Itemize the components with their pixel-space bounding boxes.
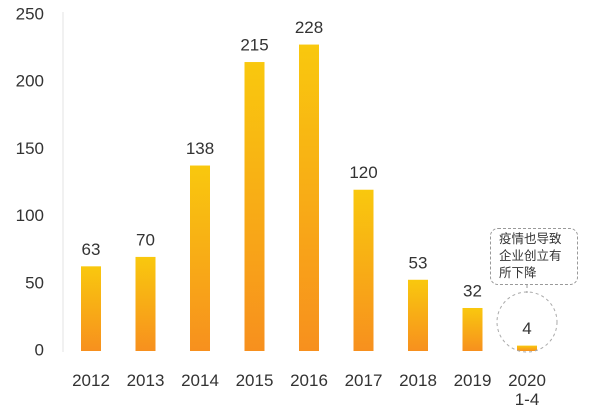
x-tick-label: 2013 [126,371,165,390]
value-label: 4 [522,319,531,338]
bar [517,345,537,351]
bar [135,256,156,351]
y-tick-label: 250 [16,4,44,23]
x-tick-label: 2012 [72,371,110,390]
y-tick-label: 200 [16,72,44,91]
y-tick-label: 0 [35,340,44,359]
x-tick-label: 2015 [235,371,274,390]
value-label: 120 [349,163,377,182]
annotation: 疫情也导致企业创立有所下降 [490,228,578,285]
bar [81,266,101,351]
y-tick-label: 100 [16,206,44,225]
value-label: 138 [186,139,214,158]
x-tick-label: 2019 [453,371,492,390]
highlight-circle [496,291,558,353]
value-label: 63 [82,240,101,259]
value-label: 32 [463,281,482,300]
value-label: 53 [409,253,428,272]
x-tick-label: 2017 [344,371,383,390]
bar [462,307,483,351]
y-tick-label: 50 [25,273,44,292]
value-label: 215 [240,36,268,55]
x-tick-label: 2018 [399,371,437,390]
x-tick-label: 2016 [290,371,328,390]
bar [190,165,210,351]
bar [244,62,265,351]
x-tick-label: 2020 1-4 [508,371,546,409]
value-label: 70 [136,230,155,249]
value-label: 228 [295,18,323,37]
x-tick-label: 2014 [181,371,219,390]
bar [408,279,428,351]
bar [353,189,374,351]
bar [299,44,319,352]
y-tick-label: 150 [16,139,44,158]
